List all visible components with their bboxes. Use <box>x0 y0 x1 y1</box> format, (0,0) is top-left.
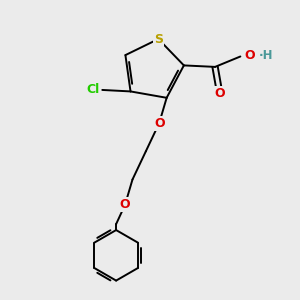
Text: O: O <box>244 49 254 62</box>
Text: O: O <box>154 117 164 130</box>
Text: O: O <box>120 198 130 211</box>
Text: O: O <box>214 87 225 100</box>
Text: S: S <box>154 32 163 46</box>
Text: ·H: ·H <box>259 49 273 62</box>
Text: Cl: Cl <box>86 83 99 96</box>
